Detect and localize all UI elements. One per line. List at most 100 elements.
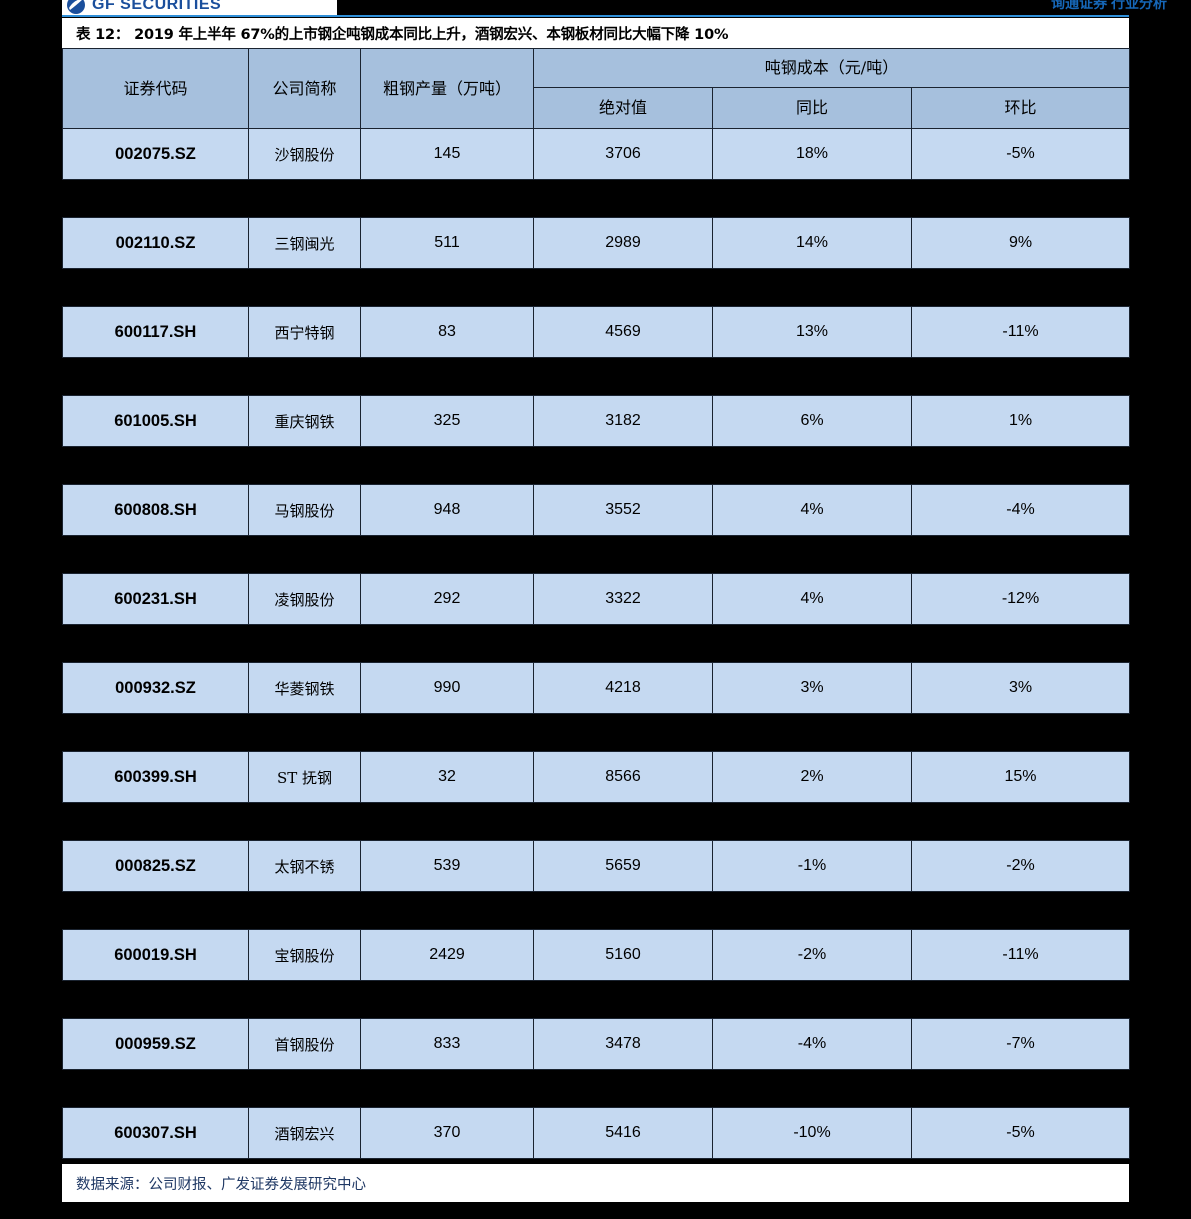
page-title: 表 12： 2019 年上半年 67%的上市钢企吨钢成本同比上升，酒钢宏兴、本钢… — [76, 26, 729, 43]
cell-security-code: 600808.SH — [62, 484, 249, 536]
table-row: 601005.SH 重庆钢铁 325 3182 6% 1% — [62, 395, 1131, 447]
cell-crude-steel-output: 833 — [360, 1018, 534, 1070]
row-spacer-cell — [62, 980, 1130, 1019]
cell-security-code: 000825.SZ — [62, 840, 249, 892]
cell-absolute-value: 3478 — [533, 1018, 713, 1070]
cell-crude-steel-output: 511 — [360, 217, 534, 269]
cell-company-short: 西宁特钢 — [248, 306, 361, 358]
cell-crude-steel-output: 948 — [360, 484, 534, 536]
cell-absolute-value: 3552 — [533, 484, 713, 536]
row-spacer — [62, 891, 1130, 930]
cell-yoy: 4% — [712, 484, 912, 536]
cell-qoq: 3% — [910, 662, 1131, 714]
row-spacer — [62, 535, 1130, 574]
column-header-cost-per-ton-group: 吨钢成本（元/吨） — [532, 48, 1131, 88]
cell-qoq: -5% — [910, 1107, 1131, 1159]
row-spacer-cell — [62, 179, 1130, 218]
cell-absolute-value: 4569 — [533, 306, 713, 358]
table-row: 000932.SZ 华菱钢铁 990 4218 3% 3% — [62, 662, 1131, 714]
cell-crude-steel-output: 83 — [360, 306, 534, 358]
cell-absolute-value: 3322 — [533, 573, 713, 625]
cell-crude-steel-output: 325 — [360, 395, 534, 447]
row-spacer — [62, 446, 1130, 485]
cell-absolute-value: 3182 — [533, 395, 713, 447]
cell-yoy: -1% — [712, 840, 912, 892]
cell-crude-steel-output: 539 — [360, 840, 534, 892]
data-table-container: 证券代码 公司简称 粗钢产量（万吨） 吨钢成本（元/吨） 绝对值 同比 环比 0… — [62, 48, 1131, 1181]
cell-qoq: 1% — [910, 395, 1131, 447]
table-row: 600808.SH 马钢股份 948 3552 4% -4% — [62, 484, 1131, 536]
table-row: 000825.SZ 太钢不锈 539 5659 -1% -2% — [62, 840, 1131, 892]
row-spacer-cell — [62, 1069, 1130, 1108]
table-title-bar: 表 12： 2019 年上半年 67%的上市钢企吨钢成本同比上升，酒钢宏兴、本钢… — [62, 18, 1129, 48]
row-spacer — [62, 713, 1130, 752]
cell-qoq: -4% — [910, 484, 1131, 536]
table-row: 600399.SH ST 抚钢 32 8566 2% 15% — [62, 751, 1131, 803]
data-source-note: 数据来源：公司财报、广发证券发展研究中心 — [76, 1176, 366, 1193]
column-header-yoy: 同比 — [712, 87, 912, 129]
cell-company-short: 首钢股份 — [248, 1018, 361, 1070]
cell-yoy: -2% — [712, 929, 912, 981]
row-spacer-cell — [62, 268, 1130, 307]
brand-logo: GF SECURITIES — [62, 0, 337, 16]
cell-company-short: 凌钢股份 — [248, 573, 361, 625]
cell-absolute-value: 3706 — [533, 128, 713, 180]
cell-absolute-value: 4218 — [533, 662, 713, 714]
column-header-qoq: 环比 — [910, 87, 1131, 129]
table-row: 600019.SH 宝钢股份 2429 5160 -2% -11% — [62, 929, 1131, 981]
cell-absolute-value: 5659 — [533, 840, 713, 892]
cell-security-code: 000959.SZ — [62, 1018, 249, 1070]
column-header-company-short: 公司简称 — [248, 48, 361, 129]
cell-yoy: 6% — [712, 395, 912, 447]
cell-security-code: 601005.SH — [62, 395, 249, 447]
table-row: 002110.SZ 三钢闽光 511 2989 14% 9% — [62, 217, 1131, 269]
cell-yoy: 13% — [712, 306, 912, 358]
row-spacer-cell — [62, 446, 1130, 485]
cell-qoq: -11% — [910, 929, 1131, 981]
cell-yoy: -4% — [712, 1018, 912, 1070]
cell-company-short: 宝钢股份 — [248, 929, 361, 981]
cell-yoy: 2% — [712, 751, 912, 803]
cell-qoq: -11% — [910, 306, 1131, 358]
row-spacer — [62, 624, 1130, 663]
row-spacer — [62, 268, 1130, 307]
column-header-security-code: 证券代码 — [62, 48, 249, 129]
table-row: 600117.SH 西宁特钢 83 4569 13% -11% — [62, 306, 1131, 358]
cell-company-short: 太钢不锈 — [248, 840, 361, 892]
cell-security-code: 600019.SH — [62, 929, 249, 981]
header-row-top: 证券代码 公司简称 粗钢产量（万吨） 吨钢成本（元/吨） — [62, 48, 1131, 129]
cell-qoq: -2% — [910, 840, 1131, 892]
cell-yoy: 14% — [712, 217, 912, 269]
row-spacer — [62, 179, 1130, 218]
masthead-divider — [62, 15, 1129, 17]
cell-security-code: 000932.SZ — [62, 662, 249, 714]
cell-company-short: 华菱钢铁 — [248, 662, 361, 714]
cell-crude-steel-output: 2429 — [360, 929, 534, 981]
cell-qoq: -5% — [910, 128, 1131, 180]
cell-security-code: 002110.SZ — [62, 217, 249, 269]
cell-crude-steel-output: 32 — [360, 751, 534, 803]
cell-security-code: 002075.SZ — [62, 128, 249, 180]
header-row-sub: 绝对值 同比 环比 — [63, 87, 1131, 129]
cell-qoq: -12% — [910, 573, 1131, 625]
cell-absolute-value: 8566 — [533, 751, 713, 803]
cell-company-short: 马钢股份 — [248, 484, 361, 536]
cell-yoy: -10% — [712, 1107, 912, 1159]
source-bar: 数据来源：公司财报、广发证券发展研究中心 — [62, 1164, 1129, 1202]
cell-absolute-value: 2989 — [533, 217, 713, 269]
cell-security-code: 600399.SH — [62, 751, 249, 803]
cell-crude-steel-output: 292 — [360, 573, 534, 625]
cell-company-short: 酒钢宏兴 — [248, 1107, 361, 1159]
cell-yoy: 4% — [712, 573, 912, 625]
row-spacer-cell — [62, 891, 1130, 930]
cell-yoy: 18% — [712, 128, 912, 180]
brand-logo-text: GF SECURITIES — [92, 0, 222, 13]
cell-qoq: -7% — [910, 1018, 1131, 1070]
row-spacer-cell — [62, 357, 1130, 396]
cell-crude-steel-output: 370 — [360, 1107, 534, 1159]
cell-security-code: 600117.SH — [62, 306, 249, 358]
steel-cost-table: 证券代码 公司简称 粗钢产量（万吨） 吨钢成本（元/吨） 绝对值 同比 环比 0… — [62, 48, 1131, 1181]
row-spacer-cell — [62, 802, 1130, 841]
cell-crude-steel-output: 145 — [360, 128, 534, 180]
table-body: 002075.SZ 沙钢股份 145 3706 18% -5% 002110.SZ 三钢闽光 5… — [62, 128, 1131, 1181]
